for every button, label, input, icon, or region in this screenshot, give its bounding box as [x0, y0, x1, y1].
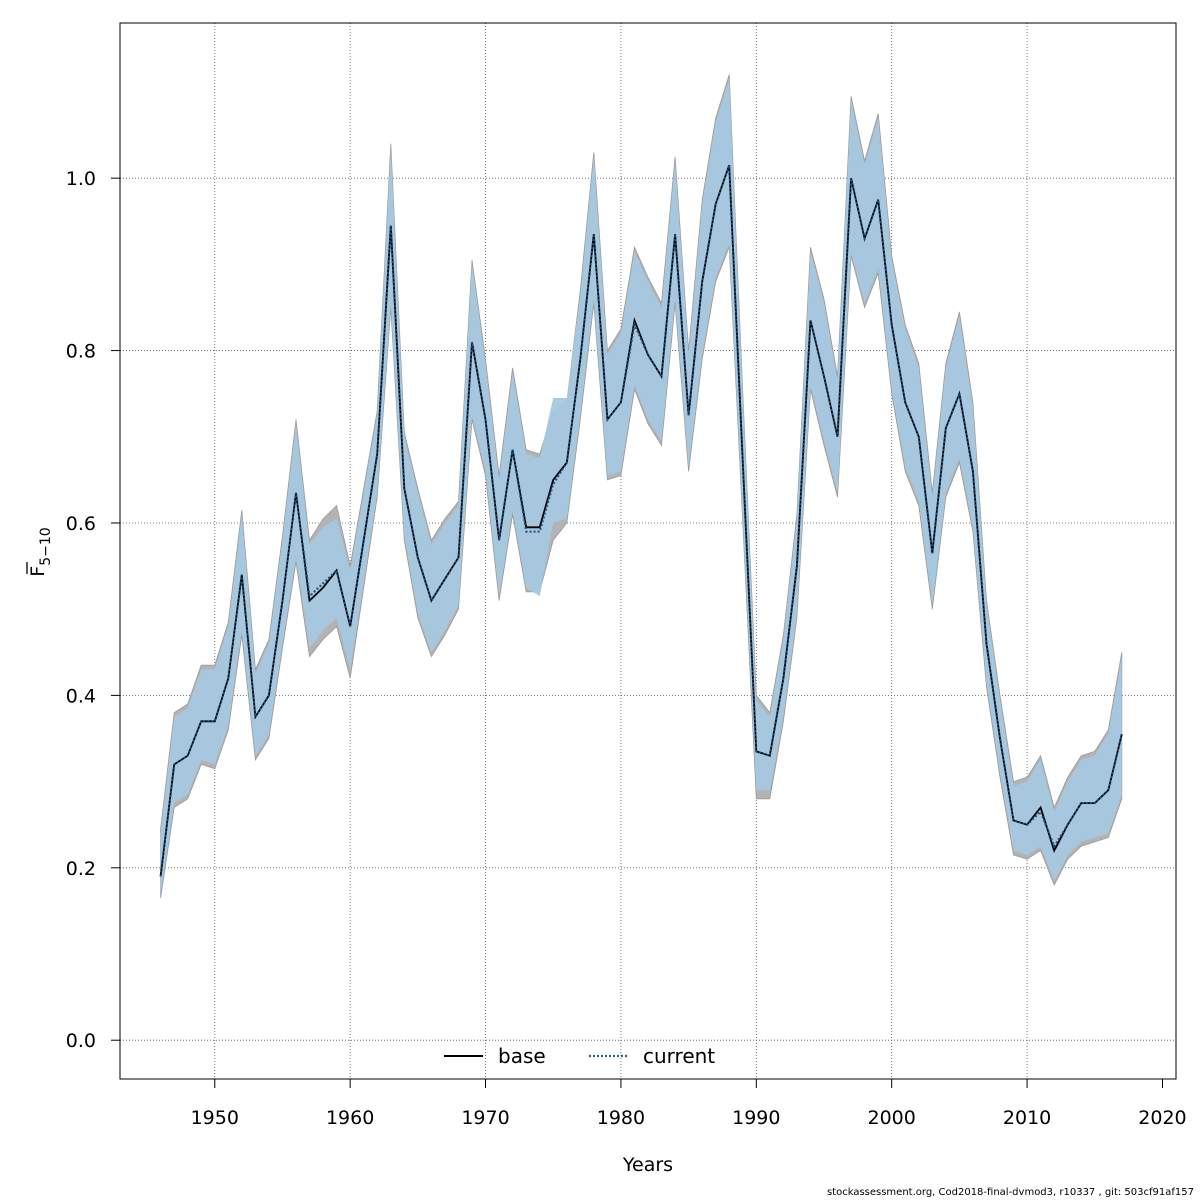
x-tick-label: 1970	[461, 1107, 509, 1129]
legend-current-label: current	[643, 1044, 715, 1068]
legend: base current	[444, 1044, 715, 1068]
y-tick-label: 1.0	[66, 168, 96, 190]
y-tick-label: 0.6	[66, 513, 96, 535]
y-axis-title-sub: 5−10	[38, 527, 54, 565]
y-axis: 0.0 0.2 0.4 0.6 0.8 1.0	[66, 168, 121, 1052]
x-tick-label: 1990	[732, 1107, 780, 1129]
y-tick-label: 0.8	[66, 341, 96, 363]
x-axis: 1950 1960 1970 1980 1990 2000 2010 2020	[191, 1078, 1187, 1129]
line-current	[159, 164, 1123, 877]
y-axis-title: F5−10	[26, 527, 54, 577]
y-axis-title-main: F	[27, 566, 49, 577]
legend-base-label: base	[498, 1044, 546, 1068]
grid	[120, 23, 1176, 1079]
footer-credit: stockassessment.org, Cod2018-final-dvmod…	[826, 1187, 1194, 1198]
plot-frame	[119, 22, 1177, 1080]
confidence-bands	[160, 74, 1123, 899]
svg-text:F5−10: F5−10	[27, 527, 54, 576]
x-tick-label: 1960	[326, 1107, 374, 1129]
x-tick-label: 2000	[868, 1107, 916, 1129]
y-tick-label: 0.0	[66, 1030, 96, 1052]
x-tick-label: 1950	[191, 1107, 239, 1129]
series-lines	[159, 164, 1123, 877]
x-tick-label: 2020	[1138, 1107, 1186, 1129]
x-axis-title: Years	[622, 1154, 673, 1176]
y-tick-label: 0.4	[66, 685, 96, 707]
x-tick-label: 2010	[1003, 1107, 1051, 1129]
x-tick-label: 1980	[597, 1107, 645, 1129]
y-tick-label: 0.2	[66, 858, 96, 880]
band-current	[160, 79, 1122, 894]
